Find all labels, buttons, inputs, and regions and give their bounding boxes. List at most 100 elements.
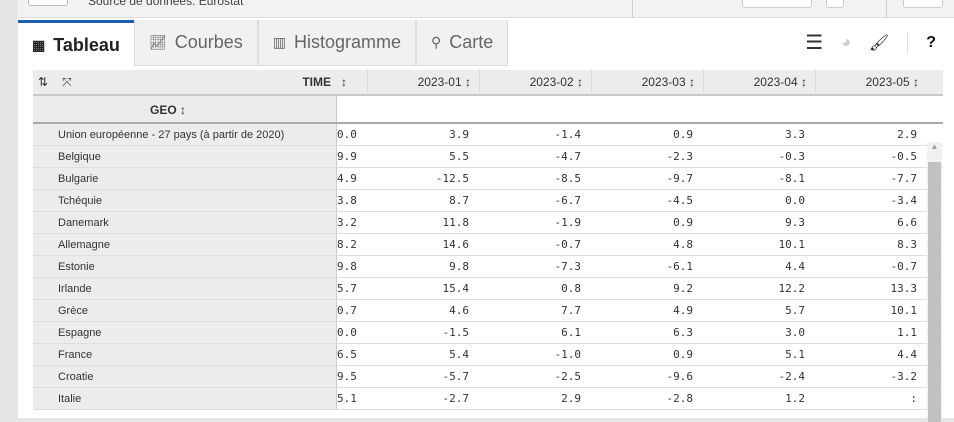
help-icon[interactable]: ? xyxy=(926,33,936,51)
row-header-geo: Bulgarie xyxy=(33,168,337,189)
bar-chart-icon: ▥ xyxy=(272,34,286,50)
table-cell: 6.6 xyxy=(897,216,917,229)
table-cell: -0.7 xyxy=(890,260,918,273)
divider xyxy=(907,32,909,53)
table-row: Union européenne - 27 pays (à partir de … xyxy=(33,124,943,146)
row-header-geo: Espagne xyxy=(33,322,337,343)
swap-axes-icon[interactable]: ⇅ xyxy=(38,75,49,89)
table-cell: 14.6 xyxy=(442,238,470,251)
table-cell: -2.8 xyxy=(666,392,694,405)
scrollbar-thumb[interactable] xyxy=(928,162,941,422)
view-tools: ☰ ◕ 🖌︎ ? xyxy=(805,30,954,55)
table-cell: 6.1 xyxy=(561,326,581,339)
table-cell: -3.2 xyxy=(890,370,918,383)
table-cell: 5.7 xyxy=(337,282,357,295)
table-cell: 5.1 xyxy=(337,392,357,405)
table-row: Belgique 9.9 5.5 -4.7 -2.3 -0.3 -0.5 xyxy=(33,146,943,168)
toolbar-button[interactable] xyxy=(826,0,844,8)
tab-label: Histogramme xyxy=(293,32,402,52)
table-icon: ▦ xyxy=(32,37,46,53)
table-cell: 2.9 xyxy=(897,128,917,141)
table-cell: -8.5 xyxy=(554,172,582,185)
table-cell: 8.2 xyxy=(337,238,357,251)
row-header-geo: Italie xyxy=(33,388,337,409)
toolbar-button[interactable] xyxy=(903,0,943,8)
vertical-scrollbar[interactable]: ▲ xyxy=(927,142,942,422)
tab-courbes[interactable]: 📈︎ Courbes xyxy=(133,20,258,66)
table-cell: -9.6 xyxy=(666,370,694,383)
tab-label: Tableau xyxy=(53,35,120,55)
table-cell: 9.8 xyxy=(337,260,357,273)
source-toggle[interactable] xyxy=(28,0,68,6)
table-cell: 9.3 xyxy=(785,216,805,229)
table-cell: -0.5 xyxy=(890,150,918,163)
column-header[interactable]: 2023-03 ↕ xyxy=(591,69,703,95)
column-header[interactable]: 2023-04 ↕ xyxy=(703,69,815,95)
sort-icon[interactable]: ↕ xyxy=(341,75,347,89)
table-cell: 0.0 xyxy=(785,194,805,207)
row-header-geo: Croatie xyxy=(33,366,337,387)
column-header[interactable]: 2023-02 ↕ xyxy=(479,69,591,95)
row-header-geo: Tchéquie xyxy=(33,190,337,211)
table-cell: 1.2 xyxy=(785,392,805,405)
table-row: Estonie 9.8 9.8 -7.3 -6.1 4.4 -0.7 xyxy=(33,256,943,278)
header-corner: ⇅ ⤧ TIME xyxy=(33,75,337,90)
table-cell: 3.8 xyxy=(337,194,357,207)
main-panel: ▦ Tableau 📈︎ Courbes ▥ Histogramme ⚲ Carte ☰… xyxy=(18,18,954,422)
table-cell: 3.0 xyxy=(785,326,805,339)
table-cell: 5.7 xyxy=(785,304,805,317)
source-label: Source de données: Eurostat xyxy=(88,0,244,8)
table-cell: -8.1 xyxy=(778,172,806,185)
table-row: Irlande 5.7 15.4 0.8 9.2 12.2 13.3 xyxy=(33,278,943,300)
table-cell: 9.9 xyxy=(337,150,357,163)
table-row: Croatie 9.5 -5.7 -2.5 -9.6 -2.4 -3.2 xyxy=(33,366,943,388)
table-cell: 5.1 xyxy=(785,348,805,361)
table-cell: -2.7 xyxy=(442,392,470,405)
filter-icon[interactable]: ☰ xyxy=(805,32,824,54)
table-cell: 0.0 xyxy=(337,128,357,141)
palette-icon[interactable]: ◕ xyxy=(841,33,851,51)
row-header-geo: Danemark xyxy=(33,212,337,233)
tab-label: Carte xyxy=(449,32,494,52)
table-cell: 5.4 xyxy=(449,348,469,361)
table-row: France 6.5 5.4 -1.0 0.9 5.1 4.4 xyxy=(33,344,943,366)
view-tabs: ▦ Tableau 📈︎ Courbes ▥ Histogramme ⚲ Carte xyxy=(18,20,509,68)
brush-icon[interactable]: 🖌︎ xyxy=(868,34,890,52)
top-bar: Source de données: Eurostat xyxy=(18,0,954,18)
toolbar-button[interactable] xyxy=(742,0,812,8)
table-cell: 9.5 xyxy=(337,370,357,383)
table-row: Tchéquie 3.8 8.7 -6.7 -4.5 0.0 -3.4 xyxy=(33,190,943,212)
tab-tableau[interactable]: ▦ Tableau xyxy=(18,20,134,68)
table-cell: -2.3 xyxy=(666,150,694,163)
table-cell: 3.3 xyxy=(785,128,805,141)
column-header[interactable]: 2023-01 ↕ xyxy=(367,69,479,95)
table-row: Danemark 3.2 11.8 -1.9 0.9 9.3 6.6 xyxy=(33,212,943,234)
row-header-geo: Irlande xyxy=(33,278,337,299)
tab-histogramme[interactable]: ▥ Histogramme xyxy=(257,20,417,66)
geo-header[interactable]: GEO ↕ xyxy=(33,96,337,122)
table-cell: 6.5 xyxy=(337,348,357,361)
table-cell: 0.9 xyxy=(673,216,693,229)
time-header-row: ⇅ ⤧ TIME ↕ 2023-01 ↕ 2023-02 ↕ 2023-03 ↕… xyxy=(33,69,943,96)
table-cell: -4.5 xyxy=(666,194,694,207)
table-cell: -1.5 xyxy=(442,326,470,339)
row-header-geo: France xyxy=(33,344,337,365)
scroll-up-icon[interactable]: ▲ xyxy=(930,142,939,151)
row-header-geo: Union européenne - 27 pays (à partir de … xyxy=(33,124,337,145)
map-pin-icon: ⚲ xyxy=(431,34,442,50)
table-cell: -6.7 xyxy=(554,194,582,207)
tab-label: Courbes xyxy=(174,32,243,52)
column-header[interactable]: 2023-05 ↕ xyxy=(815,69,927,95)
table-row: Bulgarie 4.9 -12.5 -8.5 -9.7 -8.1 -7.7 xyxy=(33,168,943,190)
table-cell: 4.4 xyxy=(785,260,805,273)
table-cell: -1.9 xyxy=(554,216,582,229)
table-cell: -12.5 xyxy=(435,172,469,185)
table-cell: -3.4 xyxy=(890,194,918,207)
table-cell: 0.9 xyxy=(673,128,693,141)
expand-icon[interactable]: ⤧ xyxy=(62,74,72,89)
tab-carte[interactable]: ⚲ Carte xyxy=(416,20,509,66)
table-cell: 1.1 xyxy=(897,326,917,339)
table-cell: 10.1 xyxy=(778,238,806,251)
table-cell: 8.3 xyxy=(897,238,917,251)
table-cell: 2.9 xyxy=(561,392,581,405)
